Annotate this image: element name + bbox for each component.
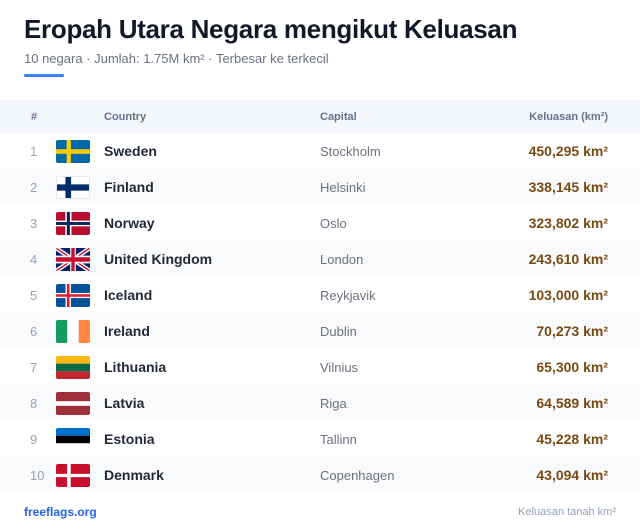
countries-table: # Country Capital Keluasan (km²) 1 Swede… [0,100,640,493]
column-header-rank: # [31,110,38,123]
country-cell: Latvia [104,395,145,411]
area-cell: 43,094 km² [536,467,608,483]
area-cell: 64,589 km² [536,395,608,411]
table-row: 6 Ireland Dublin 70,273 km² [0,313,640,349]
area-cell: 45,228 km² [536,431,608,447]
table-header: # Country Capital Keluasan (km²) [0,100,640,133]
area-cell: 338,145 km² [528,179,608,195]
rank-cell: 4 [30,251,38,267]
capital-cell: Stockholm [320,143,381,159]
table-row: 2 Finland Helsinki 338,145 km² [0,169,640,205]
rank-cell: 6 [30,323,38,339]
united-kingdom-flag-icon [56,247,90,271]
table-row: 9 Estonia Tallinn 45,228 km² [0,421,640,457]
table-row: 5 Iceland Reykjavik 103,000 km² [0,277,640,313]
rank-cell: 7 [30,359,38,375]
estonia-flag-icon [56,427,90,451]
capital-cell: Helsinki [320,179,366,195]
finland-flag-icon [56,175,90,199]
country-cell: Iceland [104,287,153,303]
iceland-flag-icon [56,283,90,307]
capital-cell: Oslo [320,215,347,231]
capital-cell: Riga [320,395,347,411]
page-subtitle: 10 negara · Jumlah: 1.75M km² · Terbesar… [24,51,329,66]
capital-cell: Vilnius [320,359,359,375]
table-row: 3 Norway Oslo 323,802 km² [0,205,640,241]
table-row: 10 Denmark Copenhagen 43,094 km² [0,457,640,493]
accent-underline [24,74,64,77]
ireland-flag-icon [56,319,90,343]
lithuania-flag-icon [56,355,90,379]
column-header-capital: Capital [320,110,357,123]
area-cell: 323,802 km² [528,215,608,231]
denmark-flag-icon [56,463,90,487]
area-cell: 243,610 km² [528,251,608,267]
footer-note: Keluasan tanah km² [518,506,616,518]
rank-cell: 2 [30,179,38,195]
capital-cell: Tallinn [320,431,357,447]
brand-link[interactable]: freeflags.org [24,505,97,519]
country-cell: United Kingdom [104,251,213,267]
country-cell: Lithuania [104,359,167,375]
country-cell: Estonia [104,431,155,447]
area-cell: 65,300 km² [536,359,608,375]
table-row: 4 United Kingdom London 243,610 km² [0,241,640,277]
page-title: Eropah Utara Negara mengikut Keluasan [24,14,518,44]
area-cell: 70,273 km² [536,323,608,339]
area-cell: 450,295 km² [528,143,608,159]
capital-cell: Copenhagen [320,467,395,483]
table-row: 7 Lithuania Vilnius 65,300 km² [0,349,640,385]
country-cell: Sweden [104,143,157,159]
table-row: 8 Latvia Riga 64,589 km² [0,385,640,421]
capital-cell: Reykjavik [320,287,376,303]
table-row: 1 Sweden Stockholm 450,295 km² [0,133,640,169]
footer: freeflags.org Keluasan tanah km² [24,505,616,519]
country-cell: Denmark [104,467,164,483]
rank-cell: 5 [30,287,38,303]
latvia-flag-icon [56,391,90,415]
column-header-area: Keluasan (km²) [529,110,608,123]
rank-cell: 1 [30,143,38,159]
country-cell: Finland [104,179,154,195]
rank-cell: 8 [30,395,38,411]
capital-cell: Dublin [320,323,357,339]
country-cell: Ireland [104,323,150,339]
norway-flag-icon [56,211,90,235]
rank-cell: 10 [30,467,45,483]
header: Eropah Utara Negara mengikut Keluasan 10… [24,12,517,77]
sweden-flag-icon [56,139,90,163]
rank-cell: 3 [30,215,38,231]
column-header-country: Country [104,110,147,123]
capital-cell: London [320,251,364,267]
country-cell: Norway [104,215,155,231]
area-cell: 103,000 km² [528,287,608,303]
rank-cell: 9 [30,431,38,447]
